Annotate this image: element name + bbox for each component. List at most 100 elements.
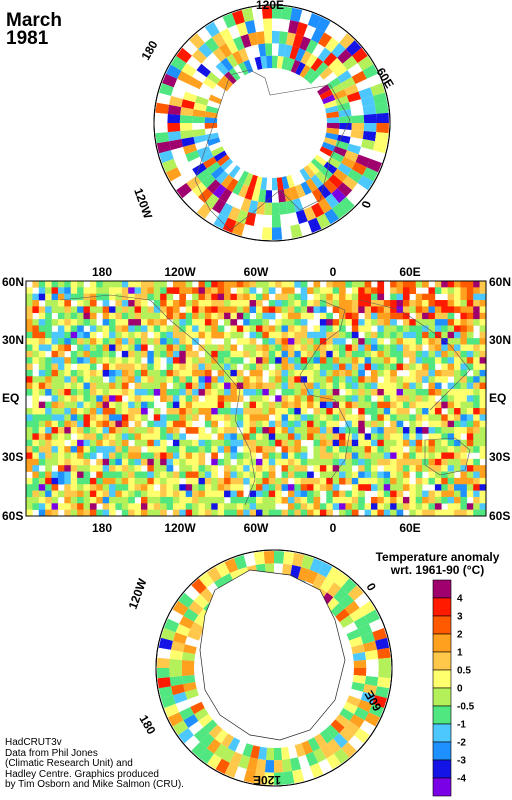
polar-cell <box>196 63 211 78</box>
grid-cell <box>396 350 404 358</box>
grid-cell <box>230 414 238 422</box>
grid-cell <box>428 496 436 504</box>
grid-cell <box>268 496 276 504</box>
grid-cell <box>166 369 174 377</box>
polar-cell <box>241 7 254 22</box>
grid-cell <box>460 446 468 453</box>
grid-cell <box>166 363 174 371</box>
grid-cell <box>441 312 448 320</box>
grid-cell <box>300 325 308 333</box>
grid-cell <box>128 395 135 402</box>
grid-cell <box>185 401 193 409</box>
polar-cell <box>362 64 378 79</box>
polar-cell <box>334 748 350 764</box>
grid-cell <box>243 287 250 294</box>
grid-cell <box>371 312 378 320</box>
north-polar-gap <box>220 71 324 175</box>
grid-cell <box>390 325 397 333</box>
polar-cell <box>189 33 205 49</box>
grid-cell <box>287 312 295 320</box>
grid-cell <box>256 439 263 447</box>
grid-cell <box>466 490 474 498</box>
grid-cell <box>70 395 78 402</box>
grid-cell <box>109 496 116 504</box>
grid-cell <box>57 427 65 434</box>
australia-coastline <box>424 437 471 476</box>
grid-cell <box>77 312 84 320</box>
grid-cell <box>287 357 295 364</box>
grid-cell <box>300 363 308 371</box>
grid-cell <box>307 427 314 434</box>
grid-cell <box>121 306 129 314</box>
grid-cell <box>281 382 289 390</box>
polar-cell <box>155 132 169 144</box>
legend-color-boxes <box>432 579 452 797</box>
grid-cell <box>447 281 455 288</box>
grid-cell <box>64 388 72 396</box>
grid-cell <box>198 312 206 320</box>
grid-cell <box>460 465 468 472</box>
grid-cell <box>454 433 461 441</box>
polar-cell <box>351 115 365 123</box>
grid-cell <box>466 325 474 333</box>
grid-cell <box>198 388 206 396</box>
polar-cell <box>208 94 223 105</box>
grid-cell <box>192 382 199 390</box>
grid-cell <box>96 414 103 422</box>
grid-cell <box>115 490 123 498</box>
grid-cell <box>179 408 187 415</box>
grid-cell <box>256 388 263 396</box>
grid-cell <box>332 382 340 390</box>
map-title: March 1981 <box>6 11 62 48</box>
grid-cell <box>307 331 314 339</box>
grid-cell <box>153 300 161 307</box>
grid-cell <box>236 408 244 415</box>
grid-cell <box>364 357 372 364</box>
grid-cell <box>364 287 372 294</box>
grid-cell <box>466 458 474 466</box>
grid-cell <box>313 408 321 415</box>
grid-cell <box>243 458 250 466</box>
grid-cell <box>160 439 167 447</box>
polar-cell <box>337 162 352 176</box>
grid-cell <box>345 293 353 301</box>
grid-cell <box>57 458 65 466</box>
grid-cell <box>147 287 155 294</box>
grid-cell <box>377 287 385 294</box>
grid-cell <box>466 471 474 479</box>
grid-cell <box>121 465 129 472</box>
polar-cell <box>242 743 254 758</box>
grid-cell <box>281 401 289 409</box>
grid-cell <box>249 331 257 339</box>
grid-cell <box>64 363 72 371</box>
grid-cell <box>473 439 480 447</box>
grid-cell <box>262 471 270 479</box>
grid-cell <box>172 312 180 320</box>
grid-cell <box>390 420 397 428</box>
polar-cell <box>183 644 197 655</box>
polar-cell <box>352 47 368 63</box>
grid-cell <box>479 388 487 396</box>
grid-cell <box>300 300 308 307</box>
grid-cell <box>332 496 340 504</box>
grid-cell <box>339 357 346 364</box>
grid-cell <box>434 471 442 479</box>
grid-cell <box>339 509 346 517</box>
grid-cell <box>198 306 206 314</box>
grid-cell <box>473 401 480 409</box>
grid-cell <box>319 306 327 314</box>
polar-cell <box>187 629 202 641</box>
grid-cell <box>256 401 263 409</box>
grid-cell <box>243 281 250 288</box>
grid-cell <box>230 357 238 364</box>
grid-cell <box>377 382 385 390</box>
grid-cell <box>275 357 282 364</box>
grid-cell <box>345 401 353 409</box>
grid-cell <box>313 287 321 294</box>
grid-cell <box>275 509 282 517</box>
grid-cell <box>57 471 65 479</box>
grid-cell <box>102 363 110 371</box>
grid-cell <box>415 414 423 422</box>
polar-cell <box>172 720 189 736</box>
grid-cell <box>300 388 308 396</box>
